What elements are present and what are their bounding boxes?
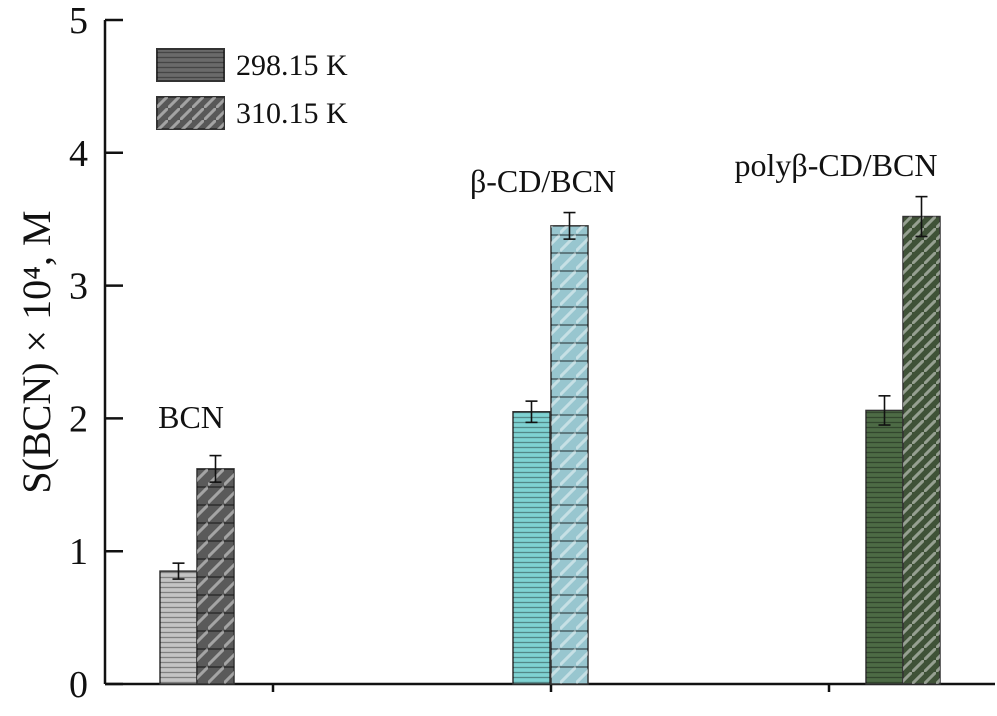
y-tick-label: 4 [69,133,88,175]
y-tick-label: 3 [69,266,88,308]
y-axis-label: S(BCN) × 10⁴, M [14,210,59,493]
bar-pattern [551,225,588,684]
legend-swatch-pattern [157,97,224,129]
y-tick-label: 2 [69,398,88,440]
bar-pattern [160,571,197,684]
legend-label: 310.15 K [236,97,348,130]
group-labels: BCN β-CD/BCN polyβ-CD/BCN [158,147,937,435]
y-tick-label: 1 [69,531,88,573]
bar-pattern [197,468,234,684]
x-ticks [271,684,831,692]
y-ticks: 0 1 2 3 4 5 [69,0,123,706]
y-tick-label: 5 [69,0,88,42]
legend-label: 298.15 K [236,49,348,82]
bars [159,195,941,685]
bar-pattern [513,411,550,684]
group-label: polyβ-CD/BCN [735,147,938,183]
group-label: BCN [158,399,224,435]
bar-pattern [903,216,940,684]
legend: 298.15 K 310.15 K [156,48,348,130]
legend-swatch-pattern [157,49,224,81]
bar-pattern [866,410,903,684]
group-label: β-CD/BCN [470,163,616,199]
y-tick-label: 0 [69,664,88,706]
